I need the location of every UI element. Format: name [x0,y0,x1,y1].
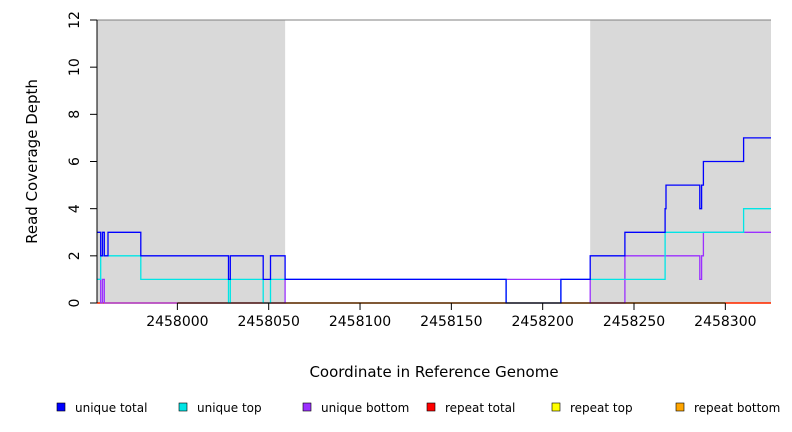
legend: unique total unique top unique bottom repea… [56,401,780,415]
x-tick-label: 2458250 [603,314,665,330]
series-line-unique-bottom [97,231,771,304]
legend-label-repeat-top: repeat top [570,401,633,415]
y-tick-label: 6 [67,157,83,166]
x-tick-label: 2458050 [238,314,300,330]
y-tick-label: 0 [67,299,83,308]
legend-swatch-repeat-total [426,402,436,412]
legend-swatch-unique-total [56,402,66,412]
y-axis-title: Read Coverage Depth [23,79,41,244]
y-tick-label: 10 [67,58,83,76]
axes: 0 2 4 6 8 10 12 2458000 2458050 2458100 2458150 245… [67,11,771,330]
x-tick-label: 2458300 [694,314,756,330]
x-axis-title: Coordinate in Reference Genome [309,363,558,381]
legend-label-repeat-bottom: repeat bottom [694,401,780,415]
legend-swatch-repeat-bottom [675,402,685,412]
y-tick-label: 4 [67,204,83,213]
x-tick-label: 2458150 [420,314,482,330]
legend-label-unique-total: unique total [75,401,147,415]
legend-swatch-repeat-top [551,402,561,412]
y-tick-label: 8 [67,110,83,119]
x-tick-label: 2458100 [329,314,391,330]
y-tick-label: 12 [67,11,83,29]
legend-label-unique-top: unique top [197,401,262,415]
shaded-regions [97,20,771,303]
legend-swatch-unique-bottom [302,402,312,412]
series-line-unique-total [97,137,771,304]
legend-label-unique-bottom: unique bottom [321,401,409,415]
y-tick-label: 2 [67,251,83,260]
x-tick-label: 2458000 [146,314,208,330]
legend-label-repeat-total: repeat total [445,401,515,415]
shaded-region-0 [97,20,286,303]
x-tick-label: 2458200 [512,314,574,330]
legend-swatch-unique-top [178,402,188,412]
